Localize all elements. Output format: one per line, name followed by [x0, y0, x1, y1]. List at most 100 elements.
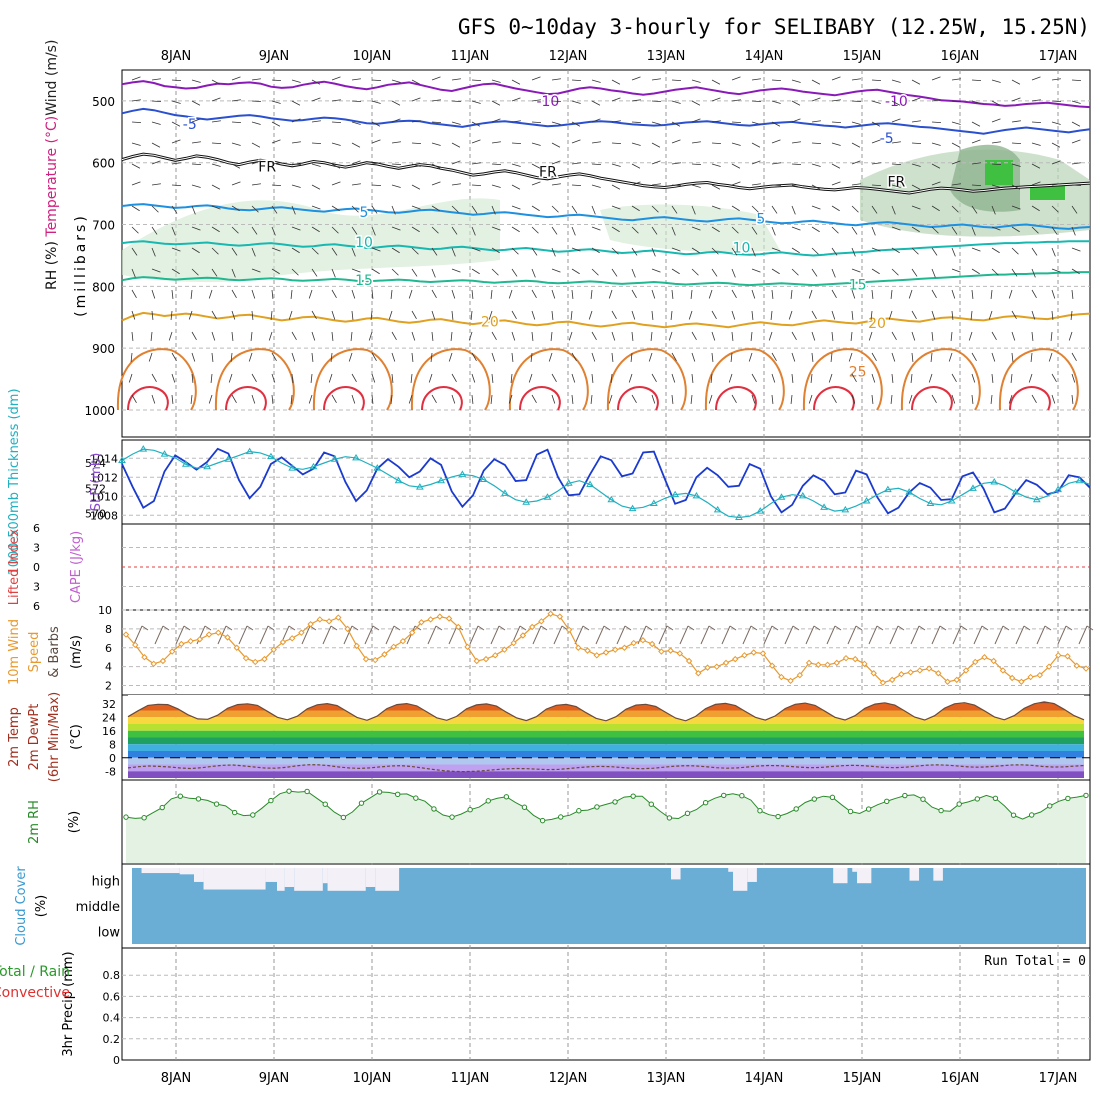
thickness-y-tick: 570 [85, 508, 106, 521]
isotherm-25-lobe [410, 348, 491, 411]
wind-speed-point [833, 659, 840, 667]
wind-speed-point [861, 660, 868, 668]
rh-point [195, 796, 202, 802]
wind-speed-point [141, 654, 148, 661]
wind-speed-point [824, 661, 831, 668]
wind-speed-point [704, 664, 711, 671]
wind-speed-point [538, 618, 545, 625]
wind-speed-point [805, 659, 813, 667]
thickness-marker [203, 462, 211, 470]
wind-speed-point [132, 641, 139, 649]
rh-point [684, 810, 691, 817]
rh-shade [600, 204, 780, 252]
wind-speed-point [1036, 671, 1044, 679]
rh-point [413, 795, 419, 801]
wind-speed-point [464, 643, 471, 651]
isotherm-30-lobe [813, 386, 855, 411]
temp-color-band [128, 724, 1084, 731]
thickness-marker [267, 452, 275, 460]
panel-frame-precip [121, 947, 1091, 1061]
wind-speed-point [612, 646, 619, 653]
wind-speed-point [168, 648, 176, 655]
rh-point [576, 808, 582, 814]
wind-speed-point [925, 665, 933, 672]
rh-point [829, 794, 836, 801]
isotherm-30-lobe [421, 386, 463, 411]
rh-point [340, 814, 347, 821]
rh-point [467, 806, 473, 813]
wind-speed-point [178, 640, 185, 648]
thickness-marker [862, 497, 871, 504]
wind-speed-point [593, 652, 600, 659]
rh-point [865, 806, 872, 812]
isotherm-25-lobe [802, 348, 883, 411]
cloud-clear-gap [322, 868, 328, 884]
wind-speed-point [298, 629, 305, 636]
cloud-clear-gap [294, 868, 323, 891]
isotherm-25-lobe [606, 348, 687, 411]
wind-speed-point [962, 667, 970, 674]
date-label-top: 14JAN [745, 49, 784, 64]
wind-speed-point [335, 614, 342, 621]
thickness-marker [841, 505, 850, 513]
thickness-marker [309, 462, 318, 470]
wind-speed-point [528, 623, 536, 631]
thickness-marker [1075, 476, 1084, 484]
rh-shade [122, 198, 500, 283]
isotherm-label: -5 [183, 117, 197, 133]
wind-speed-point [501, 646, 508, 653]
wind-speed-point [325, 618, 333, 625]
stability-y-tick: 0 [33, 561, 40, 574]
rh-point [521, 804, 528, 810]
wind-speed-point [870, 670, 877, 677]
cloud-clear-gap [747, 868, 757, 882]
upper-ylabel-params: RH (%) Temperature (°C)Wind (m/s) [44, 40, 60, 290]
wind-speed-point [455, 623, 462, 631]
wind-speed-point [362, 655, 370, 663]
wind-speed-point [372, 656, 379, 664]
date-label-top: 12JAN [549, 49, 588, 64]
wind-speed-point [408, 629, 416, 636]
date-label-top: 8JAN [161, 49, 192, 64]
wind-ylabel-b: Speed [27, 632, 42, 673]
date-label-top: 9JAN [259, 49, 290, 64]
upper-ylabel-units: (millibars) [73, 213, 89, 317]
cloud-clear-gap [284, 868, 295, 887]
wind-ylabel-c: & Barbs [47, 626, 62, 678]
wind-speed-point [990, 657, 997, 665]
wind-speed-point [759, 650, 767, 657]
rh-point [558, 814, 564, 820]
rh-area [126, 791, 1086, 863]
slp-y-tick: 1008 [90, 509, 118, 522]
temp-y-tick: 0 [109, 752, 116, 765]
thickness-marker [692, 491, 701, 499]
wind-speed-point [427, 616, 434, 623]
rh-shade-high [1030, 185, 1065, 200]
cloud-clear-gap [179, 868, 195, 875]
temp-y-tick: 32 [102, 698, 116, 711]
temp-line [127, 701, 1085, 722]
wind-speed-point [252, 658, 259, 666]
upper-y-tick-label: 700 [92, 219, 115, 233]
rh-point [721, 792, 727, 799]
wind-speed-point [981, 654, 988, 661]
thickness-marker [373, 464, 382, 471]
wind-speed-point [215, 629, 222, 636]
cloud-clear-gap [194, 868, 204, 882]
rh-point [141, 815, 147, 821]
thickness-marker [990, 478, 999, 485]
rh-point [485, 798, 491, 804]
rh-point [231, 809, 238, 816]
temp-color-band [128, 764, 1084, 772]
rh-point [431, 806, 437, 812]
rh-point [666, 815, 673, 821]
thickness-ylabel: 1000-500mb Thickness (dm) [7, 388, 22, 575]
temp-y-tick: 8 [109, 738, 116, 751]
wind-speed-point [768, 662, 776, 669]
precip-y-tick: 0.4 [103, 1012, 121, 1025]
isotherm-label: -5 [880, 131, 894, 147]
wind-speed-point [713, 663, 720, 670]
thickness-marker [884, 485, 892, 493]
cloud-clear-gap [728, 868, 734, 872]
wind-y-tick: 10 [98, 604, 112, 617]
